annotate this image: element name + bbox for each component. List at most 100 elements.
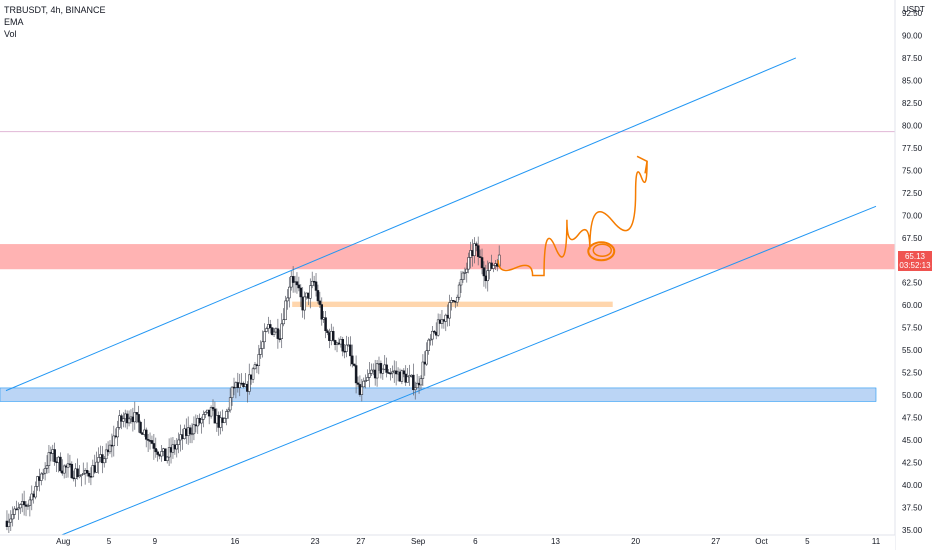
candle[interactable] — [354, 365, 358, 384]
channel-lower-line[interactable] — [51, 205, 877, 540]
candle[interactable] — [108, 444, 112, 453]
candle[interactable] — [366, 377, 369, 381]
candle[interactable] — [433, 330, 436, 333]
candle[interactable] — [429, 338, 432, 341]
candle[interactable] — [368, 373, 371, 378]
candle[interactable] — [200, 419, 203, 424]
candle[interactable] — [362, 380, 365, 388]
candle[interactable] — [457, 284, 461, 298]
candle[interactable] — [406, 376, 409, 383]
candle[interactable] — [188, 427, 192, 435]
candle[interactable] — [265, 328, 268, 332]
candle[interactable] — [225, 411, 228, 419]
candle[interactable] — [59, 456, 62, 472]
candle[interactable] — [270, 327, 274, 335]
candle[interactable] — [127, 418, 131, 424]
candle[interactable] — [85, 470, 89, 474]
candle[interactable] — [476, 245, 480, 257]
candle[interactable] — [419, 378, 423, 386]
candle[interactable] — [76, 468, 79, 478]
candle[interactable] — [286, 297, 289, 302]
symbol-title[interactable]: TRBUSDT, 4h, BINANCE — [4, 5, 106, 15]
candle[interactable] — [230, 386, 234, 399]
candle[interactable] — [459, 279, 463, 286]
candle[interactable] — [228, 397, 232, 411]
candle[interactable] — [318, 300, 322, 305]
candle[interactable] — [314, 281, 318, 291]
candle[interactable] — [28, 499, 32, 506]
candle[interactable] — [482, 267, 486, 277]
candle[interactable] — [120, 415, 123, 422]
candle[interactable] — [112, 435, 116, 447]
candle[interactable] — [177, 439, 180, 445]
candle[interactable] — [248, 374, 251, 392]
candle[interactable] — [475, 243, 478, 246]
candle[interactable] — [47, 452, 51, 466]
candle[interactable] — [261, 341, 264, 349]
candle[interactable] — [492, 265, 495, 269]
candle[interactable] — [413, 387, 417, 391]
candle[interactable] — [370, 369, 373, 374]
candle[interactable] — [415, 382, 419, 389]
candle[interactable] — [139, 421, 142, 434]
candle[interactable] — [263, 331, 266, 343]
candle[interactable] — [463, 272, 467, 274]
candle[interactable] — [473, 243, 476, 257]
candle[interactable] — [352, 363, 356, 366]
candle[interactable] — [295, 281, 299, 286]
candle[interactable] — [116, 427, 119, 438]
candle[interactable] — [175, 444, 179, 450]
candle[interactable] — [190, 433, 194, 436]
candle[interactable] — [122, 418, 125, 422]
candle[interactable] — [41, 472, 45, 475]
candle[interactable] — [278, 338, 282, 340]
candle[interactable] — [135, 412, 138, 415]
candle[interactable] — [257, 354, 261, 366]
time-axis[interactable] — [0, 535, 895, 550]
candle[interactable] — [97, 457, 100, 463]
candle[interactable] — [461, 272, 465, 280]
candle[interactable] — [95, 461, 98, 473]
candle[interactable] — [62, 465, 66, 474]
candle[interactable] — [351, 355, 354, 365]
candle[interactable] — [204, 411, 207, 415]
candle[interactable] — [486, 270, 489, 282]
candle[interactable] — [202, 414, 205, 420]
candle[interactable] — [375, 363, 379, 379]
candle[interactable] — [303, 296, 306, 311]
candle[interactable] — [19, 504, 22, 509]
candle[interactable] — [356, 382, 360, 385]
candle[interactable] — [17, 507, 20, 510]
candle[interactable] — [465, 268, 469, 273]
candle[interactable] — [211, 407, 215, 410]
candle[interactable] — [379, 363, 383, 374]
candle[interactable] — [436, 319, 440, 336]
channel-upper-line[interactable] — [5, 57, 797, 392]
candle[interactable] — [309, 285, 312, 299]
support-zone[interactable] — [0, 387, 876, 402]
candle[interactable] — [15, 508, 18, 511]
candle[interactable] — [156, 451, 159, 455]
candle[interactable] — [238, 382, 241, 388]
mid-zone[interactable] — [292, 301, 613, 308]
candle[interactable] — [341, 339, 344, 352]
target-circle[interactable] — [587, 241, 616, 262]
candle[interactable] — [36, 476, 39, 487]
candle[interactable] — [45, 465, 49, 469]
candle[interactable] — [276, 328, 280, 339]
candle[interactable] — [320, 304, 324, 320]
candle[interactable] — [154, 448, 158, 453]
candle[interactable] — [282, 319, 285, 325]
candle[interactable] — [364, 380, 367, 382]
candle[interactable] — [7, 521, 11, 527]
candle[interactable] — [331, 331, 335, 341]
candle[interactable] — [400, 370, 404, 382]
candle[interactable] — [125, 413, 129, 424]
candle[interactable] — [385, 364, 388, 373]
candle[interactable] — [87, 472, 91, 477]
volume-indicator-label[interactable]: Vol — [4, 29, 17, 39]
candle[interactable] — [467, 257, 470, 270]
candle[interactable] — [431, 330, 434, 340]
candle[interactable] — [70, 463, 74, 479]
